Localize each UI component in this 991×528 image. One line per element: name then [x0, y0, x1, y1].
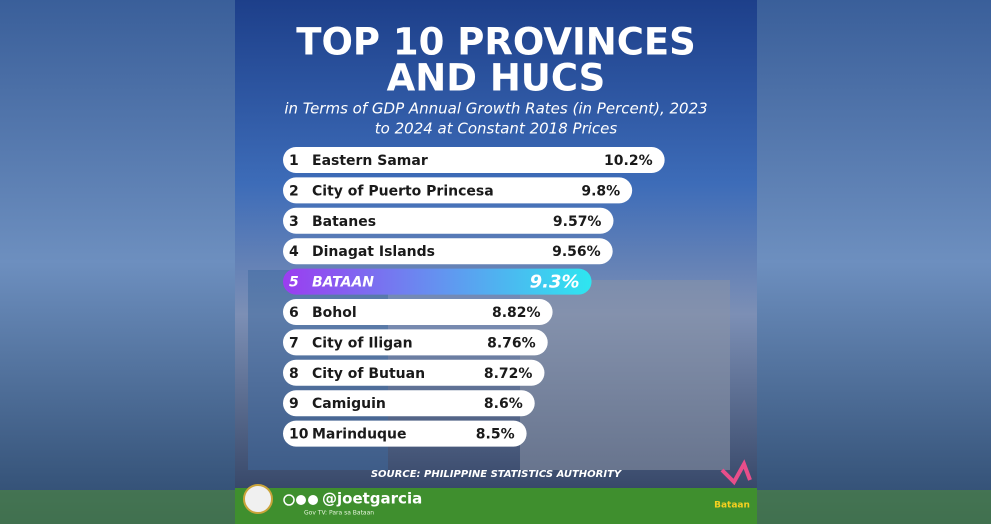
- rank: 9: [289, 396, 299, 412]
- subtitle: in Terms of GDP Annual Growth Rates (in …: [284, 100, 707, 118]
- seal: [243, 484, 273, 514]
- bar: [283, 238, 613, 265]
- value-label: 8.6%: [484, 396, 523, 412]
- category-label: Bohol: [312, 305, 357, 321]
- category-label: BATAAN: [312, 275, 374, 291]
- bar: [283, 147, 665, 173]
- source: SOURCE: PHILIPPINE STATISTICS AUTHORITY: [371, 469, 623, 480]
- value-label: 8.76%: [487, 335, 536, 351]
- bar: [283, 177, 633, 204]
- bar: [283, 207, 614, 234]
- bar: [283, 268, 592, 295]
- bar: [283, 420, 527, 447]
- rank: 5: [289, 275, 299, 291]
- value-label: 9.56%: [552, 244, 601, 260]
- rank: 4: [289, 244, 299, 260]
- category-label: City of Iligan: [312, 335, 413, 351]
- category-label: Dinagat Islands: [312, 244, 435, 260]
- value-label: 9.57%: [553, 214, 602, 230]
- category-label: Batanes: [312, 214, 376, 230]
- rank: 10: [289, 427, 309, 443]
- bar: [283, 359, 545, 386]
- social-icon: [308, 495, 318, 505]
- bar: [283, 299, 553, 325]
- rank: 1: [289, 153, 299, 169]
- social-icon: [283, 494, 295, 506]
- category-label: City of Puerto Princesa: [312, 183, 494, 199]
- bar: [283, 329, 548, 356]
- category-label: Camiguin: [312, 396, 386, 412]
- bar: [283, 390, 535, 417]
- category-label: Eastern Samar: [312, 153, 428, 169]
- rank: 3: [289, 214, 299, 230]
- category-label: Marinduque: [312, 427, 407, 443]
- subtitle: to 2024 at Constant 2018 Prices: [375, 120, 618, 138]
- rank: 6: [289, 305, 299, 321]
- value-label: 10.2%: [604, 153, 653, 169]
- tagline: Gov TV: Para sa Bataan: [304, 510, 374, 517]
- title: AND HUCS: [387, 57, 606, 100]
- social-icon: [296, 495, 306, 505]
- category-label: City of Butuan: [312, 366, 425, 382]
- value-label: 9.3%: [530, 272, 580, 293]
- building: [520, 280, 730, 470]
- logo-mark: [720, 459, 752, 486]
- logo-text: Bataan: [714, 501, 750, 511]
- title: TOP 10 PROVINCES: [296, 21, 696, 64]
- rank: 8: [289, 366, 299, 382]
- footer: [235, 488, 757, 524]
- value-label: 8.72%: [484, 366, 533, 382]
- rank: 7: [289, 335, 299, 351]
- value-label: 8.5%: [476, 427, 515, 443]
- value-label: 9.8%: [581, 183, 620, 199]
- handle: @joetgarcia: [322, 490, 422, 508]
- value-label: 8.82%: [492, 305, 541, 321]
- rank: 2: [289, 183, 299, 199]
